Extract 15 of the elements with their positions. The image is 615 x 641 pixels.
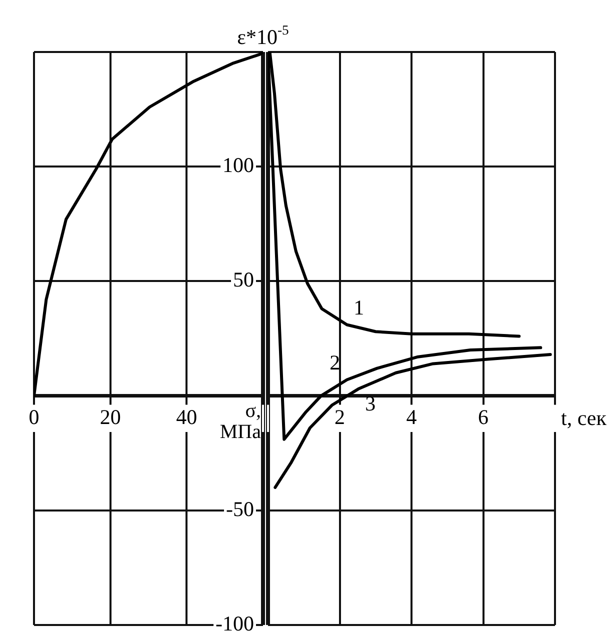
- series-label: 2: [330, 350, 340, 374]
- x-tick-label: 0: [28, 404, 40, 429]
- x-tick-label: 2: [334, 404, 345, 429]
- series-label: 3: [365, 391, 376, 416]
- series-label: 1: [354, 295, 364, 320]
- y-tick-label: 100: [222, 153, 254, 178]
- y-tick-label: -50: [226, 496, 254, 521]
- x-axis-title: t, сек: [561, 406, 608, 430]
- x-tick-label: 6: [478, 404, 488, 429]
- x-tick-label: 4: [406, 404, 418, 429]
- y-tick-label: -100: [216, 612, 254, 636]
- y2-axis-title: σ, МПа: [220, 400, 262, 444]
- y-tick-label: 50: [233, 268, 254, 292]
- x-tick-label: 20: [100, 404, 121, 429]
- x-tick-label: 40: [176, 404, 198, 429]
